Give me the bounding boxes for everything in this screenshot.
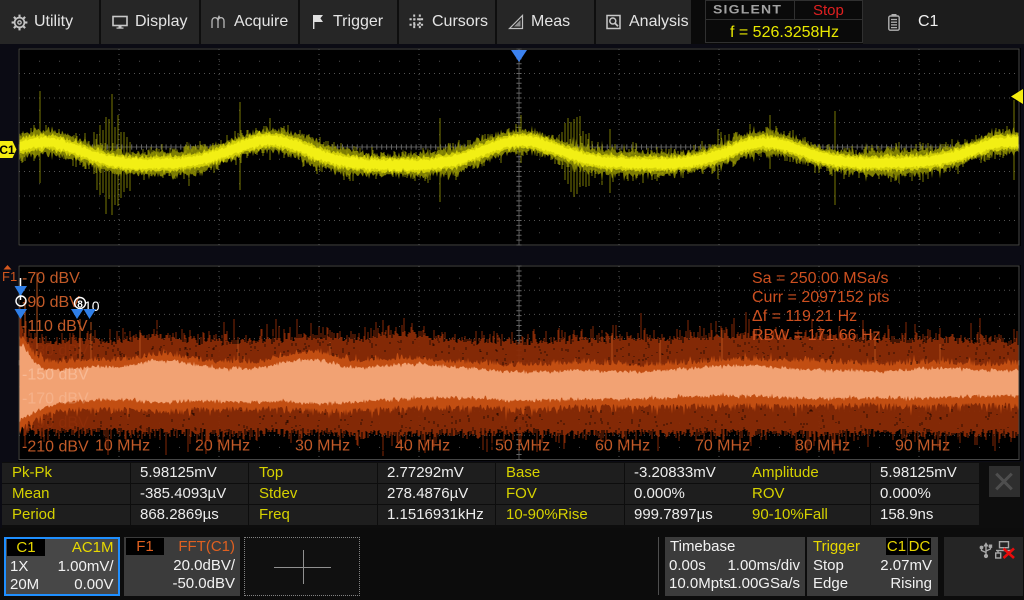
svg-text:-110 dBV: -110 dBV <box>22 318 88 335</box>
svg-text:40 MHz: 40 MHz <box>395 438 450 455</box>
svg-text:60 MHz: 60 MHz <box>595 438 650 455</box>
svg-text:8: 8 <box>77 300 83 311</box>
svg-text:-70 dBV: -70 dBV <box>22 270 80 287</box>
svg-text:70 MHz: 70 MHz <box>695 438 750 455</box>
svg-text:-90 dBV: -90 dBV <box>22 294 80 311</box>
svg-text:-150 dBV: -150 dBV <box>22 367 89 384</box>
svg-text:-170 dBV: -170 dBV <box>22 391 89 408</box>
svg-text:50 MHz: 50 MHz <box>495 438 550 455</box>
svg-text:90 MHz: 90 MHz <box>895 438 950 455</box>
svg-text:10 MHz: 10 MHz <box>95 438 150 455</box>
svg-text:Δf = 119.21 Hz: Δf = 119.21 Hz <box>752 308 857 325</box>
svg-text:Sa = 250.00 MSa/s: Sa = 250.00 MSa/s <box>752 270 889 287</box>
svg-text:F1: F1 <box>2 269 17 284</box>
svg-text:RBW = 171.66 Hz: RBW = 171.66 Hz <box>752 327 881 344</box>
svg-text:-210 dBV: -210 dBV <box>22 439 89 456</box>
svg-text:C1: C1 <box>0 143 15 157</box>
svg-text:Curr = 2097152 pts: Curr = 2097152 pts <box>752 289 889 306</box>
svg-text:30 MHz: 30 MHz <box>295 438 350 455</box>
svg-text:80 MHz: 80 MHz <box>795 438 850 455</box>
